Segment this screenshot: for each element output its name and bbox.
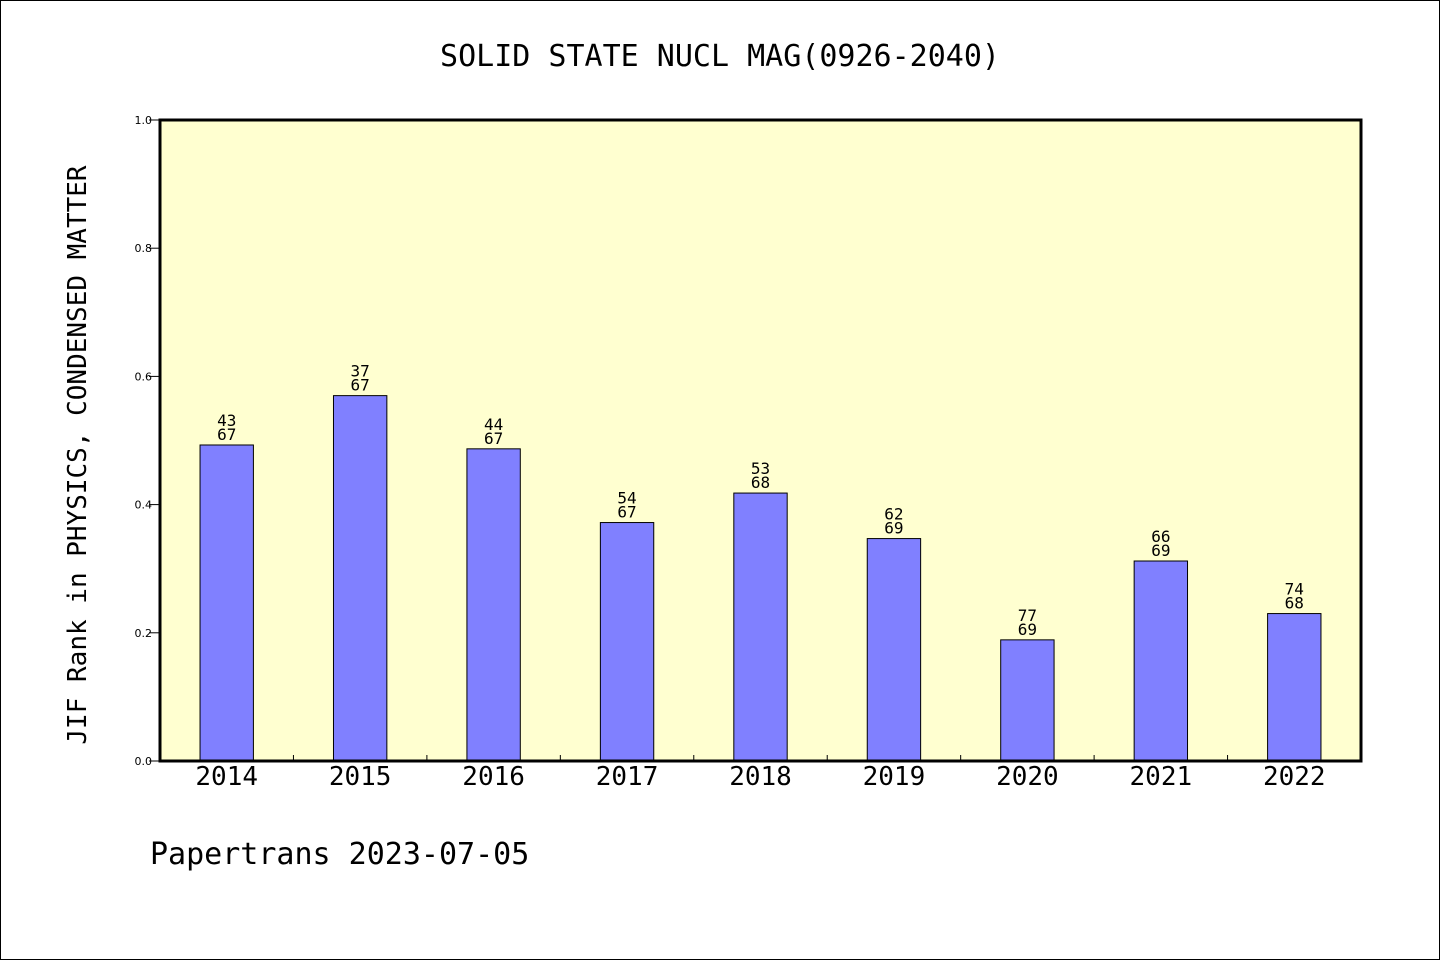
chart-title: SOLID STATE NUCL MAG(0926-2040) bbox=[440, 39, 1000, 74]
y-tick-label-0.6: 0.6 bbox=[135, 370, 153, 383]
x-tick-label-2014: 2014 bbox=[195, 762, 258, 792]
bar-label-rank-2015: 37 bbox=[351, 362, 370, 381]
x-tick-label-2020: 2020 bbox=[996, 762, 1059, 792]
bar-label-total-2017: 67 bbox=[617, 503, 636, 522]
y-ticks: 0.0 0.2 0.4 0.6 0.8 1.0 bbox=[135, 114, 160, 768]
bar-2017 bbox=[599, 522, 655, 762]
bar-label-total-2015: 67 bbox=[351, 376, 370, 395]
y-tick-label-0.0: 0.0 bbox=[135, 755, 153, 768]
bar-label-rank-2018: 53 bbox=[751, 459, 770, 478]
y-axis-label: JIF Rank in PHYSICS, CONDENSED MATTER bbox=[63, 165, 93, 745]
bar-label-rank-2021: 66 bbox=[1151, 527, 1170, 546]
bar-2018 bbox=[733, 492, 788, 762]
bar-label-total-2019: 69 bbox=[884, 519, 903, 538]
x-ticks: 2014 2015 2016 2017 2018 2019 2020 2021 2022 bbox=[195, 755, 1326, 792]
bar-label-rank-2022: 74 bbox=[1285, 580, 1304, 599]
x-tick-label-2016: 2016 bbox=[462, 762, 525, 792]
bar-2020 bbox=[1000, 639, 1055, 762]
y-tick-label-1.0: 1.0 bbox=[135, 114, 153, 127]
bar-2021 bbox=[1133, 560, 1189, 762]
bar-label-total-2020: 69 bbox=[1018, 620, 1037, 639]
bar-2022 bbox=[1267, 613, 1322, 762]
bar-label-total-2022: 68 bbox=[1285, 594, 1304, 613]
bar-label-rank-2016: 44 bbox=[484, 415, 503, 434]
bar-label-total-2018: 68 bbox=[751, 473, 770, 492]
bar-2019 bbox=[866, 538, 922, 762]
y-tick-label-0.4: 0.4 bbox=[135, 499, 153, 512]
x-tick-label-2022: 2022 bbox=[1263, 762, 1326, 792]
x-tick-label-2015: 2015 bbox=[329, 762, 392, 792]
plot-border bbox=[158, 118, 1363, 763]
bar-label-rank-2017: 54 bbox=[617, 489, 636, 508]
bar-label-total-2016: 67 bbox=[484, 429, 503, 448]
footer-text: Papertrans 2023-07-05 bbox=[150, 837, 529, 872]
bar-2016 bbox=[466, 448, 521, 762]
bar-label-total-2021: 69 bbox=[1151, 541, 1170, 560]
bar-label-rank-2019: 62 bbox=[884, 505, 903, 524]
bar-2014 bbox=[199, 444, 254, 762]
x-tick-label-2018: 2018 bbox=[729, 762, 792, 792]
x-tick-label-2021: 2021 bbox=[1130, 762, 1193, 792]
bar-label-total-2014: 67 bbox=[217, 425, 236, 444]
x-tick-label-2017: 2017 bbox=[596, 762, 659, 792]
bar-2015 bbox=[332, 395, 388, 762]
y-tick-label-0.8: 0.8 bbox=[135, 242, 153, 255]
bar-label-rank-2014: 43 bbox=[217, 411, 236, 430]
bar-label-rank-2020: 77 bbox=[1018, 606, 1037, 625]
x-tick-label-2019: 2019 bbox=[863, 762, 926, 792]
y-tick-label-0.2: 0.2 bbox=[135, 627, 153, 640]
